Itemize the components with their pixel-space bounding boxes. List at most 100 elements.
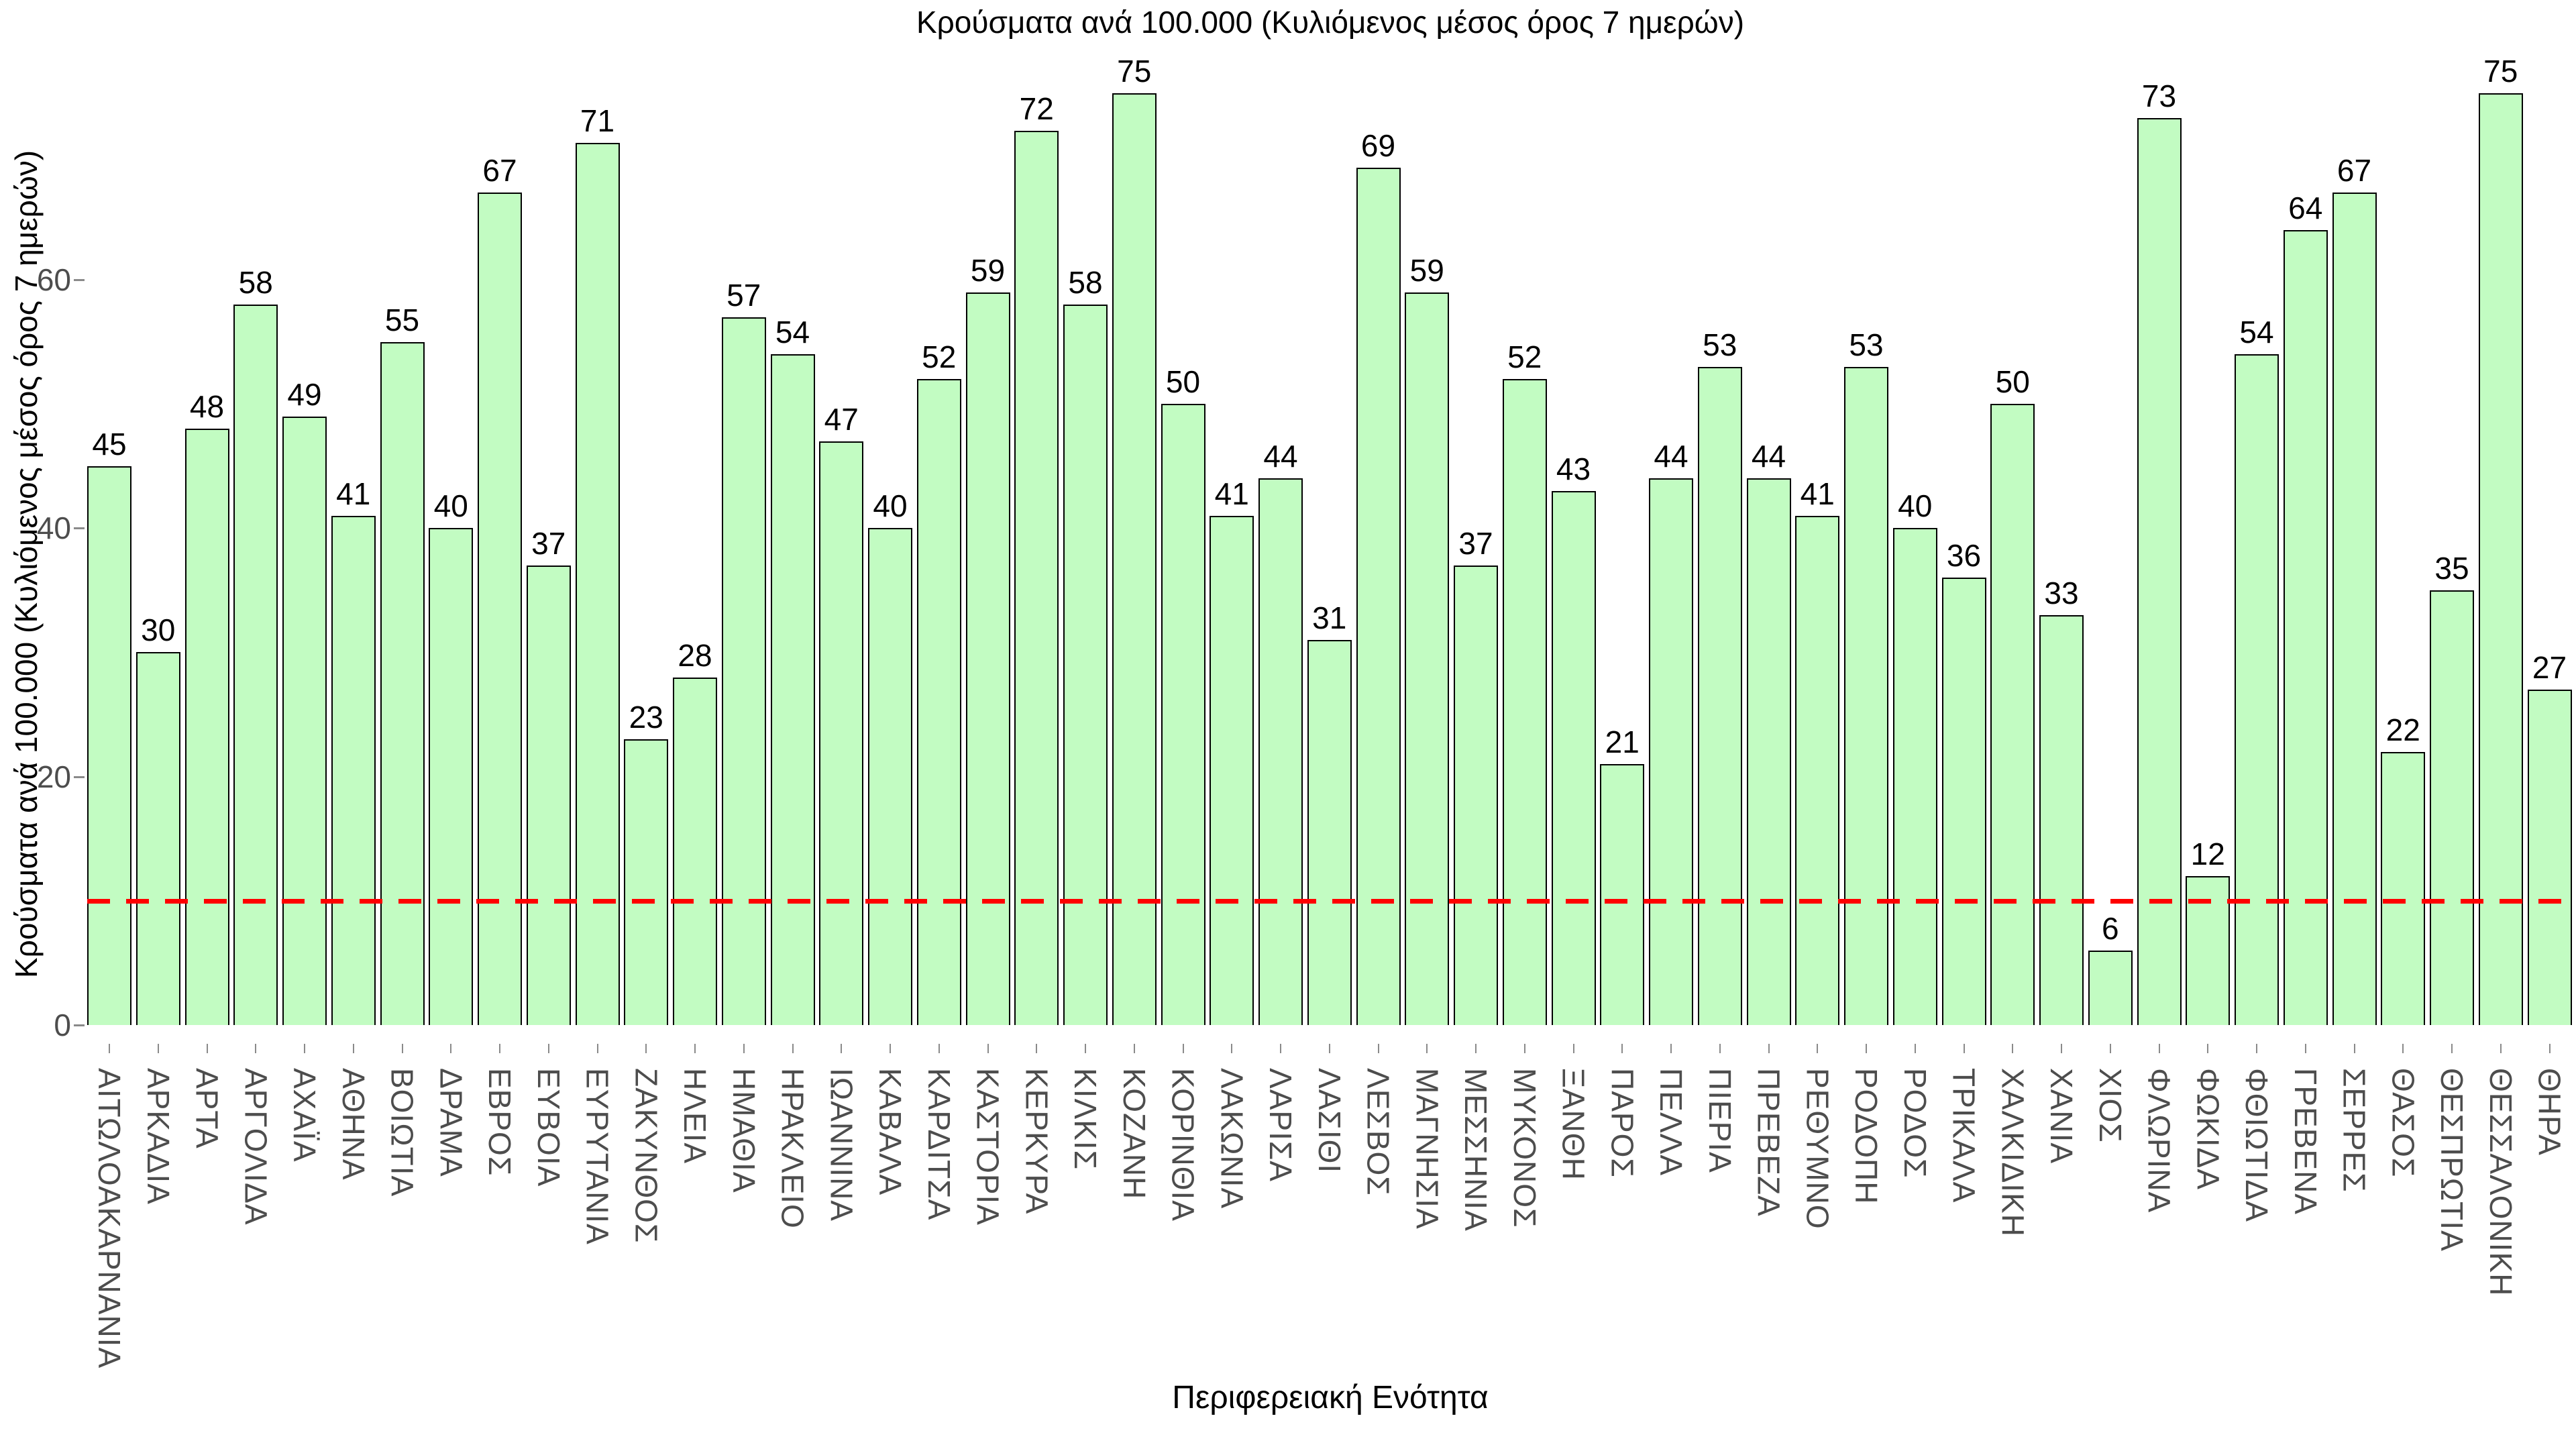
x-tick-label: ΘΗΡΑ xyxy=(2532,1068,2567,1156)
bar-value-label: 59 xyxy=(1409,252,1444,288)
x-tick-label: ΤΡΙΚΑΛΑ xyxy=(1946,1068,1982,1203)
bar-value-label: 64 xyxy=(2288,190,2323,225)
x-tick-label: ΛΑΣΙΘΙ xyxy=(1311,1068,1347,1174)
bar xyxy=(2478,93,2523,1025)
threshold-line xyxy=(87,898,2573,904)
bar xyxy=(1502,379,1547,1025)
bar-value-label: 54 xyxy=(775,315,810,350)
x-tick-mark xyxy=(2304,1044,2306,1053)
x-tick-label: ΚΟΖΑΝΗ xyxy=(1116,1068,1152,1200)
x-tick-mark xyxy=(2451,1044,2453,1053)
bar-value-label: 58 xyxy=(1068,265,1103,301)
x-tick-mark xyxy=(499,1044,500,1053)
x-tick-label: ΛΕΣΒΟΣ xyxy=(1360,1068,1396,1196)
bar-value-label: 50 xyxy=(1165,364,1201,400)
x-tick-label: ΕΥΒΟΙΑ xyxy=(531,1068,566,1187)
x-tick-mark xyxy=(2109,1044,2111,1053)
x-tick-label: ΚΑΣΤΟΡΙΑ xyxy=(970,1068,1006,1226)
bar-value-label: 12 xyxy=(2190,836,2225,871)
bar-value-label: 30 xyxy=(141,612,176,648)
bar-value-label: 53 xyxy=(1849,327,1884,362)
bar-value-label: 40 xyxy=(873,488,908,524)
x-tick-label: ΡΕΘΥΜΝΟ xyxy=(1800,1068,1835,1230)
bar-value-label: 28 xyxy=(678,637,712,673)
bar-value-label: 52 xyxy=(922,339,957,375)
bar xyxy=(575,143,620,1025)
x-tick-label: ΦΛΩΡΙΝΑ xyxy=(2141,1068,2177,1214)
bar-value-label: 73 xyxy=(2141,78,2177,114)
x-tick-mark xyxy=(694,1044,696,1053)
x-tick-label: ΠΙΕΡΙΑ xyxy=(1702,1068,1737,1173)
bar xyxy=(331,515,376,1025)
bar-value-label: 37 xyxy=(1458,525,1493,561)
bar xyxy=(819,441,864,1025)
x-tick-label: ΑΡΤΑ xyxy=(189,1068,225,1149)
x-tick-mark xyxy=(2402,1044,2404,1053)
chart-title: Κρούσματα ανά 100.000 (Κυλιόμενος μέσος … xyxy=(916,5,1745,40)
x-tick-label: ΑΡΚΑΔΙΑ xyxy=(140,1068,176,1205)
bar-value-label: 75 xyxy=(2483,54,2518,89)
bar xyxy=(184,429,229,1025)
bar-value-label: 6 xyxy=(2101,910,2119,946)
x-tick-mark xyxy=(1523,1044,1525,1053)
x-tick-mark xyxy=(792,1044,794,1053)
x-tick-mark xyxy=(938,1044,940,1053)
bar-value-label: 41 xyxy=(1214,476,1249,511)
bar-value-label: 33 xyxy=(2044,575,2079,610)
x-tick-mark xyxy=(352,1044,354,1053)
bar-value-label: 23 xyxy=(629,700,663,735)
x-tick-label: ΙΩΑΝΝΙΝΑ xyxy=(824,1068,859,1222)
y-tick-label: 20 xyxy=(36,759,71,794)
bar-value-label: 47 xyxy=(824,401,859,437)
x-tick-label: ΘΕΣΠΡΩΤΙΑ xyxy=(2434,1068,2469,1252)
x-tick-label: ΚΟΡΙΝΘΙΑ xyxy=(1165,1068,1201,1222)
bar xyxy=(1551,490,1596,1025)
bar xyxy=(965,292,1010,1025)
bar-value-label: 71 xyxy=(580,103,615,139)
bar xyxy=(2039,614,2084,1025)
x-tick-mark xyxy=(109,1044,110,1053)
x-tick-label: ΕΥΡΥΤΑΝΙΑ xyxy=(580,1068,615,1245)
bar xyxy=(1356,168,1401,1025)
y-tick-label: 0 xyxy=(54,1008,71,1042)
x-tick-mark xyxy=(1426,1044,1428,1053)
bar-value-label: 44 xyxy=(1751,439,1786,474)
x-tick-label: ΛΑΚΩΝΙΑ xyxy=(1214,1068,1250,1210)
x-tick-label: ΧΙΟΣ xyxy=(2092,1068,2128,1143)
bar xyxy=(673,677,717,1025)
bar xyxy=(770,354,815,1025)
bar-value-label: 43 xyxy=(1556,451,1591,486)
x-tick-label: ΑΘΗΝΑ xyxy=(335,1068,371,1181)
bar-value-label: 22 xyxy=(2385,712,2420,747)
bar-value-label: 36 xyxy=(1946,538,1982,574)
bar xyxy=(1405,292,1450,1025)
x-tick-mark xyxy=(645,1044,647,1053)
bar xyxy=(2088,950,2133,1025)
x-tick-label: ΚΑΒΑΛΑ xyxy=(873,1068,908,1196)
bar xyxy=(380,341,425,1025)
x-tick-label: ΑΙΤΩΛΟΑΚΑΡΝΑΝΙΑ xyxy=(92,1068,127,1369)
x-tick-label: ΣΕΡΡΕΣ xyxy=(2337,1068,2372,1193)
bar xyxy=(2527,690,2572,1025)
x-tick-mark xyxy=(1377,1044,1379,1053)
x-tick-mark xyxy=(206,1044,208,1053)
x-tick-label: ΧΑΝΙΑ xyxy=(2044,1068,2079,1165)
bar xyxy=(1014,130,1059,1025)
x-tick-mark xyxy=(1036,1044,1038,1053)
bar xyxy=(1454,565,1498,1025)
x-tick-label: ΛΑΡΙΣΑ xyxy=(1263,1068,1298,1182)
x-tick-mark xyxy=(1963,1044,1965,1053)
x-tick-label: ΠΡΕΒΕΖΑ xyxy=(1751,1068,1786,1217)
x-tick-mark xyxy=(2353,1044,2355,1053)
x-tick-label: ΑΧΑΪΑ xyxy=(287,1068,322,1163)
bar xyxy=(1210,515,1254,1025)
x-tick-mark xyxy=(2207,1044,2209,1053)
bar-value-label: 40 xyxy=(433,488,468,524)
x-tick-label: ΘΕΣΣΑΛΟΝΙΚΗ xyxy=(2483,1068,2518,1297)
x-tick-mark xyxy=(1133,1044,1135,1053)
x-tick-label: ΜΑΓΝΗΣΙΑ xyxy=(1409,1068,1445,1230)
x-tick-label: ΗΛΕΙΑ xyxy=(678,1068,712,1165)
bar-value-label: 57 xyxy=(727,277,761,313)
bar-value-label: 55 xyxy=(384,302,420,337)
bar xyxy=(282,416,327,1025)
